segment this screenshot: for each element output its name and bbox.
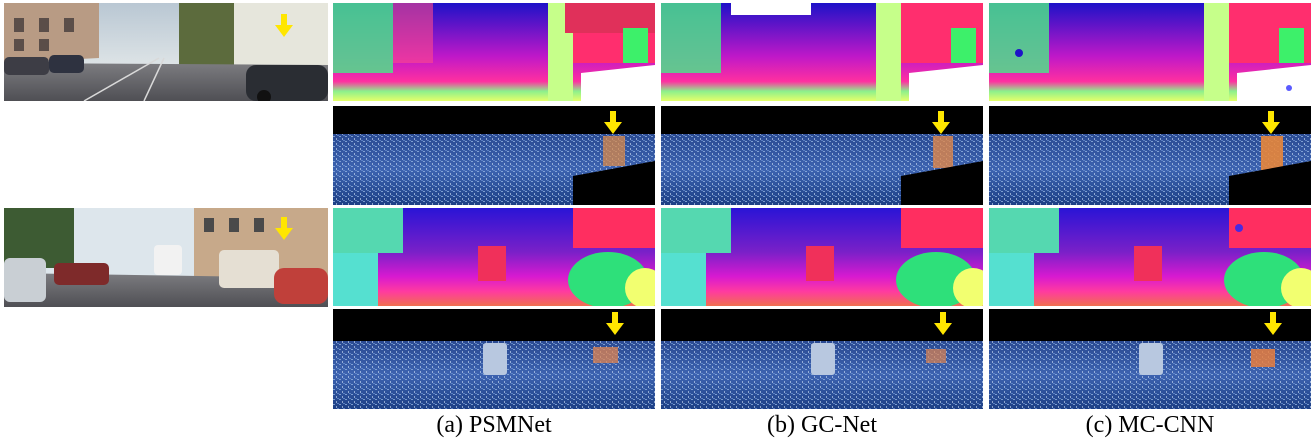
- caption-psmnet: (a) PSMNet: [436, 412, 552, 438]
- disparity-map-psmnet-scene-1: [333, 3, 655, 101]
- input-image-scene-2: [4, 208, 328, 307]
- caption-gcnet: (b) GC-Net: [767, 412, 877, 438]
- disparity-map-gcnet-scene-2: [661, 208, 983, 306]
- error-map-mccnn-scene-1: [989, 106, 1311, 205]
- disparity-map-mccnn-scene-2: [989, 208, 1311, 306]
- disparity-map-psmnet-scene-2: [333, 208, 655, 306]
- disparity-map-gcnet-scene-1: [661, 3, 983, 101]
- input-image-scene-1: [4, 3, 328, 101]
- error-map-gcnet-scene-2: [661, 309, 983, 409]
- disparity-map-mccnn-scene-1: [989, 3, 1311, 101]
- caption-mccnn: (c) MC-CNN: [1085, 412, 1215, 438]
- error-map-gcnet-scene-1: [661, 106, 983, 205]
- error-map-psmnet-scene-1: [333, 106, 655, 205]
- error-map-mccnn-scene-2: [989, 309, 1311, 409]
- error-map-psmnet-scene-2: [333, 309, 655, 409]
